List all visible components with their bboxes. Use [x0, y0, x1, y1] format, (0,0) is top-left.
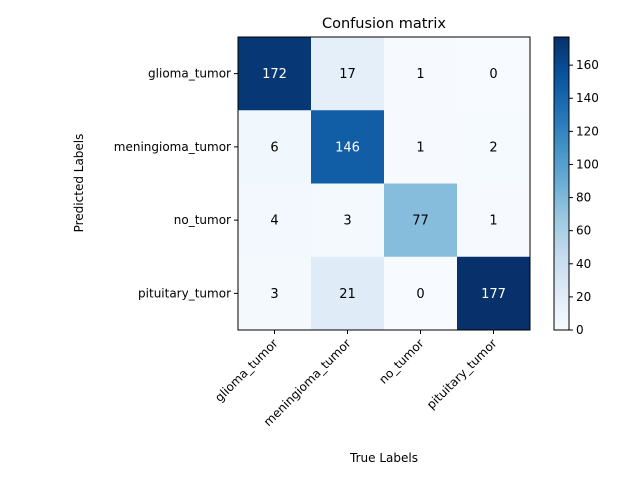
heatmap-cell [457, 37, 531, 111]
heatmap-cell [311, 37, 385, 111]
colorbar-tick-label: 40 [576, 257, 591, 271]
cell-value-label: 2 [489, 140, 497, 155]
colorbar-tick-label: 0 [576, 323, 584, 337]
colorbar-ticks: 0 20 40 60 80 100 120 140 160 [569, 58, 599, 337]
heatmap-cell [311, 183, 385, 258]
cell-value-label: 3 [343, 214, 351, 229]
cell-value-label: 0 [489, 67, 497, 82]
colorbar-tick-label: 60 [576, 224, 591, 238]
y-axis-ticks: glioma_tumor meningioma_tumor no_tumorpitu… [114, 67, 238, 300]
colorbar-tick-label: 20 [576, 290, 591, 304]
heatmap-cell [238, 37, 312, 111]
cell-value-label: 1 [416, 140, 424, 155]
heatmap-cell [311, 110, 385, 184]
cell-value-label: 6 [270, 140, 278, 155]
heatmap-cell [457, 183, 531, 258]
cell-value-label: 4 [270, 214, 278, 229]
y-tick-label: pituitary_tumor [138, 286, 231, 300]
cell-value-label: 172 [262, 67, 287, 82]
y-tick-label: meningioma_tumor [114, 140, 231, 154]
heatmap-cell [384, 183, 458, 258]
heatmap-cell [457, 110, 531, 184]
cell-value-label: 1 [489, 214, 497, 229]
x-tick-label: glioma_tumor [212, 336, 281, 405]
heatmap-cell [311, 256, 385, 331]
colorbar-tick-label: 80 [576, 191, 591, 205]
cell-value-label: 1 [416, 67, 424, 82]
colorbar-tick-label: 160 [576, 58, 599, 72]
cell-value-label: 3 [270, 287, 278, 302]
colorbar-tick-label: 100 [576, 157, 599, 171]
heatmap-cell [384, 110, 458, 184]
heatmap-cell [384, 256, 458, 331]
x-tick-label: no_tumor [376, 336, 426, 386]
heatmap-cell [384, 37, 458, 111]
heatmap-cell [238, 110, 312, 184]
colorbar-tick-label: 120 [576, 124, 599, 138]
y-axis-label: Predicted Labels [72, 134, 86, 233]
heatmap-cell [457, 256, 531, 331]
colorbar-tick-label: 140 [576, 91, 599, 105]
heatmap-cell [238, 183, 312, 258]
x-axis-label: True Labels [349, 451, 418, 465]
cell-value-label: 177 [481, 287, 506, 302]
cell-value-label: 77 [412, 214, 429, 229]
chart-title: Confusion matrix [322, 16, 446, 32]
cell-value-label: 146 [335, 140, 360, 155]
cell-value-label: 21 [339, 287, 356, 302]
y-tick-label: no_tumor [174, 213, 231, 227]
cell-value-label: 17 [339, 67, 356, 82]
x-tick-label: pituitary_tumor [424, 336, 500, 412]
plot-frame [237, 36, 531, 331]
heatmap-cells: 172 17 1 0 6 146 1 2 4 3 77 1 3 21 0 177 [238, 37, 531, 331]
colorbar [553, 36, 570, 331]
cell-value-label: 0 [416, 287, 424, 302]
y-tick-label: glioma_tumor [148, 67, 231, 81]
heatmap-cell [238, 256, 312, 331]
